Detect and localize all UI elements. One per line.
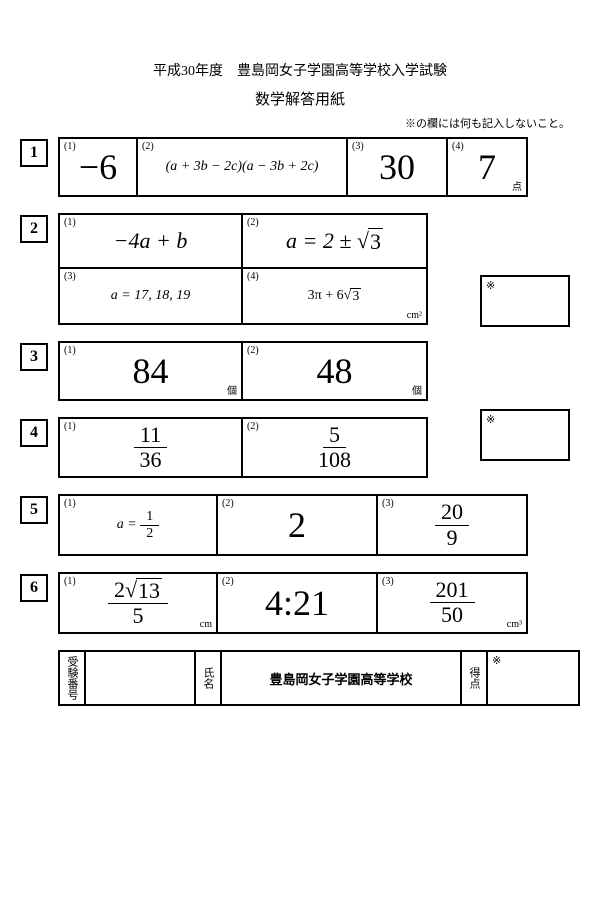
q2-a1: −4a + b xyxy=(114,228,188,254)
q2-a3: a = 17, 18, 19 xyxy=(111,288,190,304)
qnum-2: 2 xyxy=(20,215,48,243)
side-mark-box-2: ※ xyxy=(480,409,570,461)
qnum-5: 5 xyxy=(20,496,48,524)
q3-a1: 84 xyxy=(133,350,169,392)
qnum-4: 4 xyxy=(20,419,48,447)
school-name: 豊島岡女子学園高等学校 xyxy=(222,652,462,704)
q1-a2: (a + 3b − 2c)(a − 3b + 2c) xyxy=(166,159,319,175)
q1-a3: 30 xyxy=(379,146,415,188)
q5-a2: 2 xyxy=(288,504,306,546)
question-2: 2 (1) −4a + b (2) a = 2 ± √3 (3) a = 17,… xyxy=(20,213,580,325)
score-field: ※ xyxy=(488,652,578,704)
q6-a3: 20150 xyxy=(430,578,475,627)
header-line1: 平成30年度 豊島岡女子学園高等学校入学試験 xyxy=(20,60,580,80)
examno-field[interactable] xyxy=(86,652,196,704)
question-5: 5 (1) a = 12 (2) 2 (3) 209 xyxy=(20,494,580,555)
q1-a4: 7 xyxy=(478,146,496,188)
q5-a1: a = 12 xyxy=(117,509,159,541)
q3-a2: 48 xyxy=(317,350,353,392)
examno-label: 受験番号 xyxy=(62,652,82,704)
score-label: 得点 xyxy=(464,663,484,693)
q5-a3: 209 xyxy=(435,500,469,549)
q1-a1: −6 xyxy=(79,146,117,188)
q4-a2: 5108 xyxy=(312,423,357,472)
q2-a4: 3π + 6√3 xyxy=(308,288,362,305)
qnum-1: 1 xyxy=(20,139,48,167)
side-mark-box-1: ※ xyxy=(480,275,570,327)
q2-a2: a = 2 ± √3 xyxy=(286,228,383,255)
header-line2: 数学解答用紙 xyxy=(20,88,580,109)
qnum-6: 6 xyxy=(20,574,48,602)
q6-a2: 4:21 xyxy=(265,582,329,624)
footer-strip: 受験番号 氏名 豊島岡女子学園高等学校 得点 ※ xyxy=(58,650,580,706)
name-label: 氏名 xyxy=(198,663,218,693)
question-4: 4 (1) 1136 (2) 5108 ※ xyxy=(20,417,580,478)
question-6: 6 (1) 2√135 cm (2) 4:21 (3) 20150 cm³ xyxy=(20,572,580,634)
question-3: 3 (1) 84 個 (2) 48 個 xyxy=(20,341,580,401)
question-1: 1 (1) −6 (2) (a + 3b − 2c)(a − 3b + 2c) … xyxy=(20,137,580,197)
qnum-3: 3 xyxy=(20,343,48,371)
header: 平成30年度 豊島岡女子学園高等学校入学試験 数学解答用紙 xyxy=(20,60,580,109)
note-line: ※の欄には何も記入しないこと。 xyxy=(20,115,580,131)
q4-a1: 1136 xyxy=(134,423,168,472)
q6-a1: 2√135 xyxy=(108,578,168,628)
